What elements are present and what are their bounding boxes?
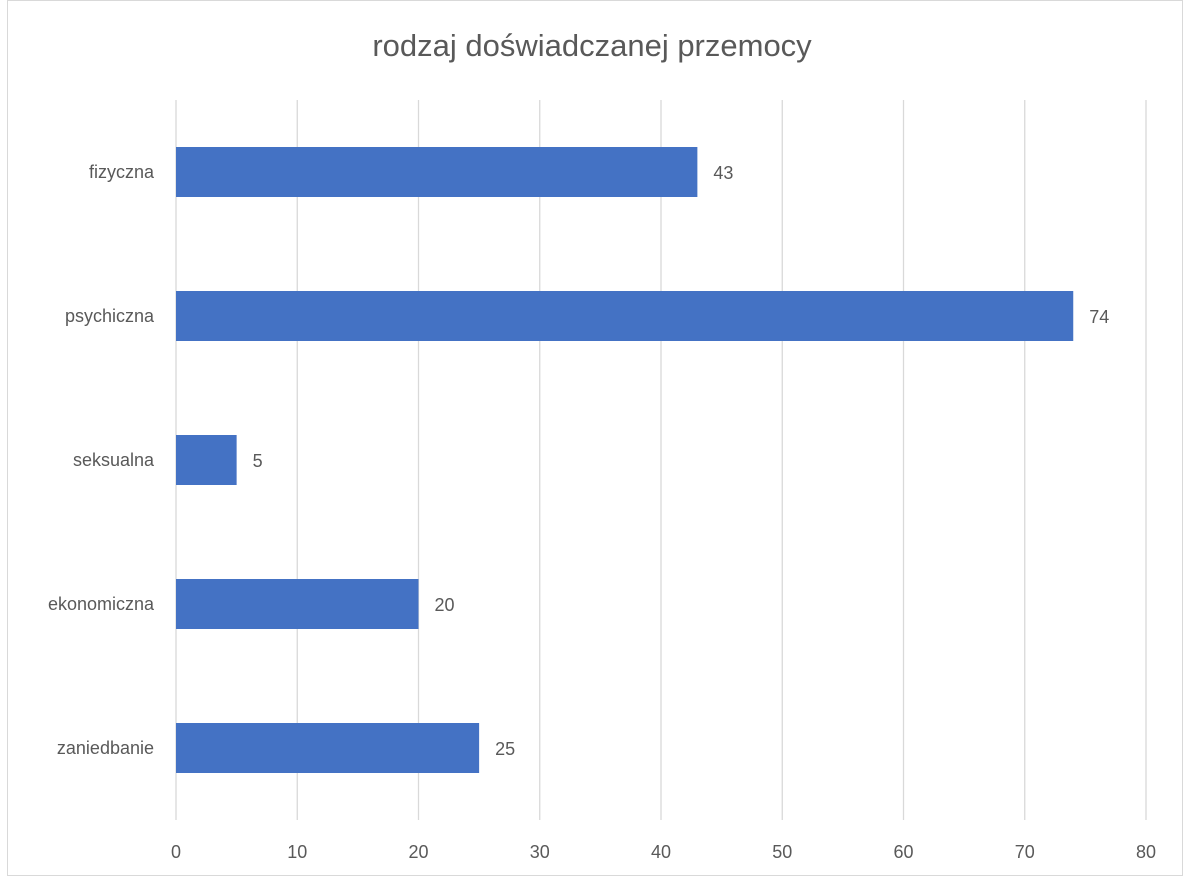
category-label: zaniedbanie <box>57 738 154 758</box>
category-label: fizyczna <box>89 162 155 182</box>
x-tick-label: 80 <box>1136 842 1156 862</box>
labels: 0 10 20 30 40 50 60 70 80 fizyczna 43 psychiczna 74 s… <box>48 162 1156 862</box>
chart-title: rodzaj doświadczanej przemocy <box>372 28 812 63</box>
category-label: seksualna <box>73 450 155 470</box>
x-tick-label: 0 <box>171 842 181 862</box>
x-tick-label: 70 <box>1015 842 1035 862</box>
bar-psychiczna <box>176 291 1074 341</box>
category-label: ekonomiczna <box>48 594 155 614</box>
x-tick-label: 20 <box>408 842 428 862</box>
bar-zaniedbanie <box>176 723 480 773</box>
data-label: 74 <box>1089 307 1109 327</box>
bars <box>176 147 1074 773</box>
bar-fizyczna <box>176 147 698 197</box>
data-label: 5 <box>253 451 263 471</box>
category-label: psychiczna <box>65 306 155 326</box>
data-label: 43 <box>713 163 733 183</box>
bar-ekonomiczna <box>176 579 419 629</box>
x-tick-label: 40 <box>651 842 671 862</box>
gridlines <box>175 100 1147 820</box>
x-tick-label: 50 <box>772 842 792 862</box>
data-label: 20 <box>435 595 455 615</box>
data-label: 25 <box>495 739 515 759</box>
x-tick-label: 30 <box>530 842 550 862</box>
x-tick-label: 60 <box>893 842 913 862</box>
x-tick-label: 10 <box>287 842 307 862</box>
bar-seksualna <box>176 435 237 485</box>
